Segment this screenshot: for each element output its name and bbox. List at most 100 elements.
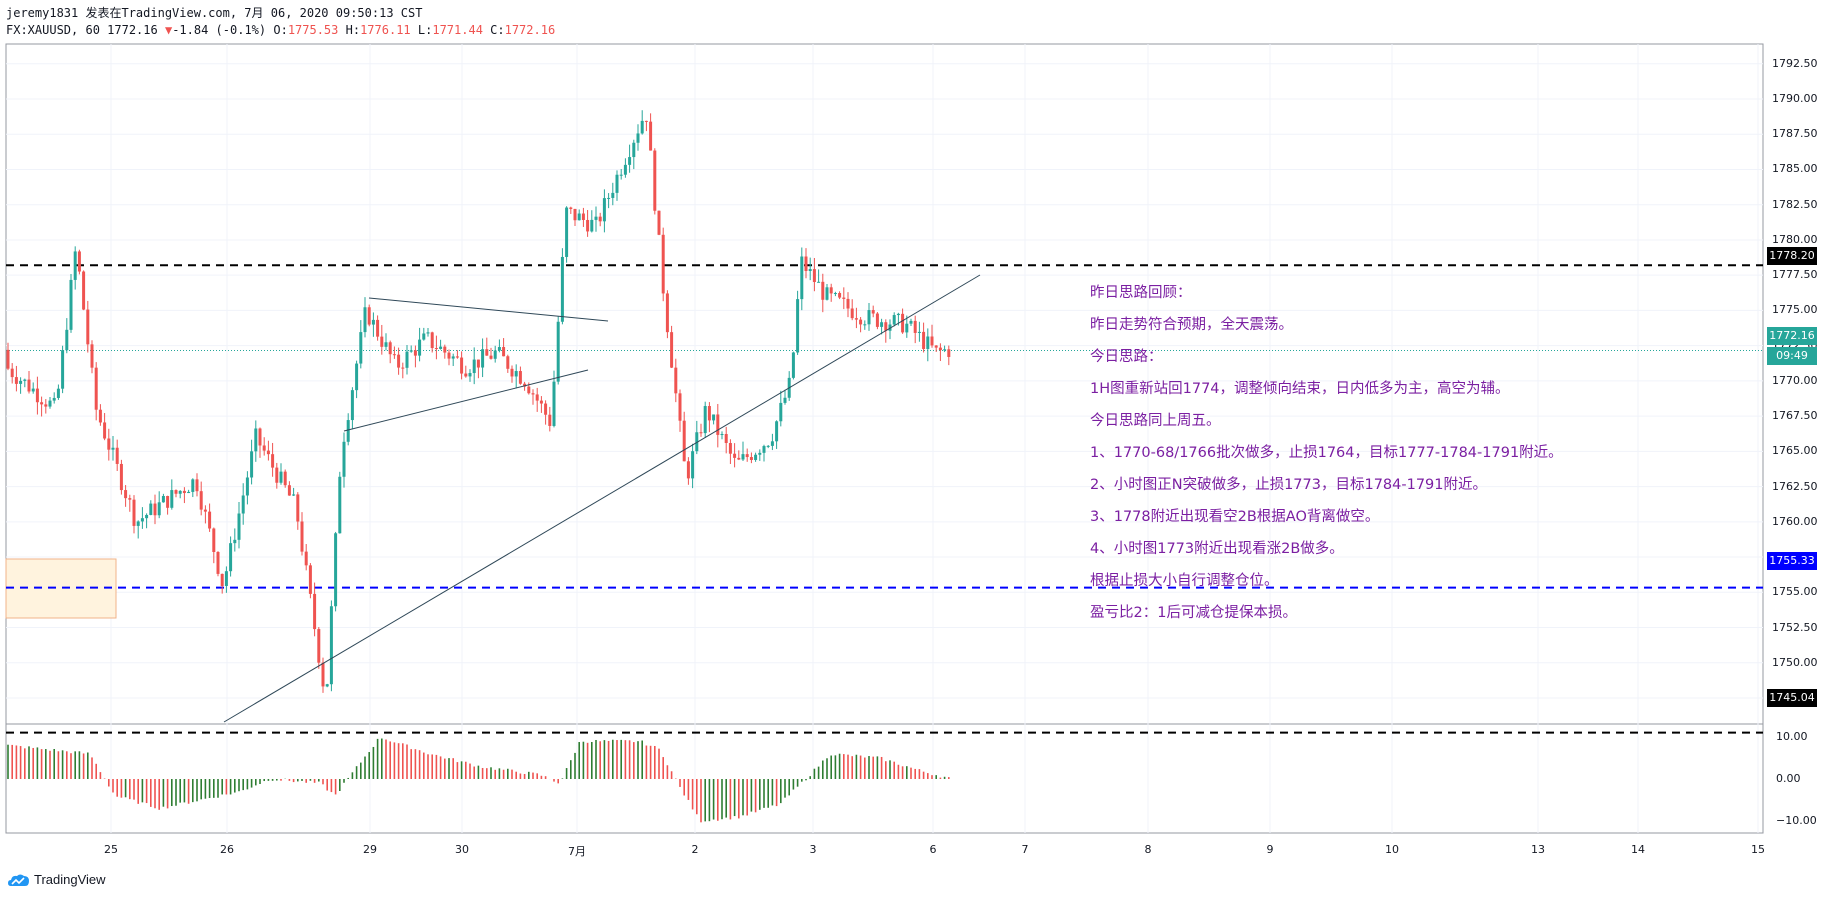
candle-body-67	[287, 485, 291, 496]
candle-body-168	[712, 414, 716, 421]
candle-body-19	[86, 309, 90, 345]
candle-body-101	[430, 332, 434, 349]
time-tick-1: 26	[220, 843, 234, 856]
time-tick-9: 8	[1144, 843, 1152, 856]
trendline-rising	[223, 274, 981, 723]
candle-body-162	[686, 461, 690, 479]
candle-body-135	[573, 208, 577, 221]
candle-body-183	[775, 421, 779, 442]
annotation-line-4: 今日思路同上周五。	[1090, 413, 1221, 429]
candle-body-13	[61, 350, 65, 389]
candle-body-34	[149, 503, 153, 515]
tradingview-logo[interactable]: TradingView	[8, 872, 106, 887]
candle-body-45	[195, 479, 199, 492]
candle-body-172	[728, 443, 732, 454]
price-tick-1: 1790.00	[1772, 92, 1818, 105]
candle-body-142	[602, 198, 606, 222]
candle-body-213	[901, 313, 905, 333]
candle-body-47	[203, 509, 207, 512]
time-tick-12: 13	[1531, 843, 1545, 856]
candle-body-139	[590, 219, 594, 232]
candle-body-74	[317, 629, 321, 663]
candle-body-18	[82, 271, 86, 310]
annotation-line-0: 昨日思路回顾：	[1090, 285, 1192, 301]
candle-body-216	[913, 320, 917, 333]
candle-body-53	[229, 543, 233, 572]
candle-body-81	[346, 420, 350, 442]
candle-body-154	[653, 150, 657, 211]
high-value: 1776.11	[360, 23, 411, 37]
time-tick-13: 14	[1631, 843, 1645, 856]
candle-body-90	[384, 342, 388, 347]
candle-body-39	[170, 490, 174, 508]
candle-body-112	[476, 359, 480, 368]
candle-body-106	[451, 356, 455, 359]
annotation-line-8: 4、小时图1773附近出现看涨2B做多。	[1090, 541, 1344, 557]
candle-body-150	[636, 133, 640, 143]
candle-body-146	[619, 174, 623, 176]
candle-body-31	[136, 521, 140, 526]
candle-body-120	[510, 368, 514, 377]
candle-body-68	[292, 494, 296, 496]
candle-body-77	[329, 606, 333, 685]
candle-body-210	[888, 324, 892, 331]
candle-body-54	[233, 539, 237, 544]
candle-body-71	[304, 551, 308, 566]
candle-body-214	[905, 323, 909, 333]
candle-body-155	[657, 210, 661, 235]
candle-body-109	[464, 373, 468, 377]
candle-body-52	[224, 571, 228, 586]
candle-body-82	[350, 390, 354, 421]
candle-body-95	[405, 351, 409, 368]
candle-body-188	[796, 299, 800, 353]
price-tick-17: 1750.00	[1772, 655, 1818, 669]
price-tick-2: 1787.50	[1772, 127, 1818, 141]
candle-body-41	[178, 490, 182, 494]
candle-body-55	[237, 513, 241, 540]
candle-body-196	[829, 287, 833, 294]
candle-body-80	[342, 441, 346, 477]
close-value: 1772.16	[504, 23, 556, 37]
candle-body-79	[338, 476, 342, 534]
price-tick-9: 1770.00	[1772, 373, 1818, 387]
annotation-line-1: 昨日走势符合预期，全天震荡。	[1090, 317, 1293, 333]
candle-body-108	[460, 357, 464, 374]
candle-body-218	[922, 331, 926, 349]
candle-body-124	[527, 386, 531, 394]
candle-body-70	[300, 521, 304, 552]
candle-body-0	[6, 349, 10, 369]
candle-body-36	[157, 502, 161, 516]
candle-body-128	[544, 403, 548, 415]
candle-body-27	[119, 463, 123, 491]
candle-body-163	[691, 451, 695, 479]
candle-body-59	[254, 428, 258, 452]
candle-body-8	[40, 402, 44, 405]
candle-body-199	[842, 297, 846, 299]
annotation-line-2: 今日思路：	[1090, 349, 1163, 365]
candle-body-185	[783, 397, 787, 403]
candle-body-110	[468, 373, 472, 377]
candle-body-40	[174, 490, 178, 494]
candle-body-113	[481, 349, 485, 368]
price-tick-0: 1792.50	[1772, 56, 1818, 70]
candle-body-211	[892, 315, 896, 325]
candle-body-123	[523, 383, 527, 387]
candle-body-222	[938, 347, 942, 351]
candle-body-217	[917, 331, 921, 333]
time-tick-10: 9	[1266, 843, 1274, 856]
candle-body-26	[115, 447, 119, 464]
candle-body-184	[779, 402, 783, 422]
annotation-line-7: 3、1778附近出现看空2B根据AO背离做空。	[1090, 509, 1380, 525]
candle-body-30	[132, 499, 136, 526]
candle-body-171	[724, 434, 728, 444]
annotation-line-3: 1H图重新站回1774，调整倾向结束，日内低多为主，高空为辅。	[1090, 381, 1510, 397]
time-tick-7: 6	[929, 843, 937, 856]
candle-body-121	[514, 371, 518, 377]
candle-body-84	[359, 332, 363, 364]
candle-body-6	[31, 388, 35, 392]
symbol-label[interactable]: FX:XAUUSD, 60	[6, 23, 100, 37]
candle-body-170	[720, 434, 724, 436]
candle-body-202	[854, 318, 858, 320]
candle-body-69	[296, 494, 300, 522]
